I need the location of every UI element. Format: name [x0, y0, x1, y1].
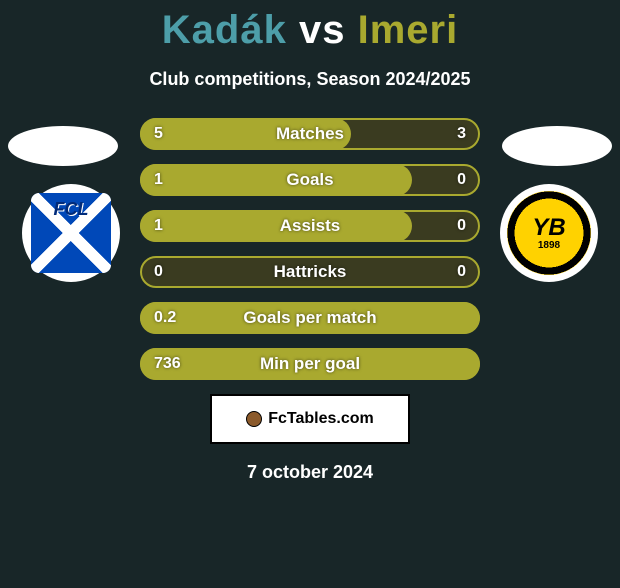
stat-label: Goals per match	[140, 302, 480, 334]
title: Kadák vs Imeri	[0, 8, 620, 53]
stat-row: 0.2Goals per match	[140, 302, 480, 334]
stat-row: 00Hattricks	[140, 256, 480, 288]
date-text: 7 october 2024	[0, 462, 620, 483]
ball-icon	[246, 411, 262, 427]
stat-label: Matches	[140, 118, 480, 150]
player-1-name: Kadák	[162, 8, 287, 52]
stat-row: 53Matches	[140, 118, 480, 150]
fctables-text: FcTables.com	[268, 410, 374, 428]
vs-text: vs	[299, 8, 346, 52]
stat-row: 10Goals	[140, 164, 480, 196]
stat-row: 736Min per goal	[140, 348, 480, 380]
stat-row: 10Assists	[140, 210, 480, 242]
stat-label: Min per goal	[140, 348, 480, 380]
stat-label: Hattricks	[140, 256, 480, 288]
fctables-watermark: FcTables.com	[210, 394, 410, 444]
subtitle: Club competitions, Season 2024/2025	[0, 69, 620, 90]
stat-label: Goals	[140, 164, 480, 196]
player-2-name: Imeri	[358, 8, 459, 52]
stat-label: Assists	[140, 210, 480, 242]
stats-container: 53Matches 10Goals 10Assists 00Hattricks 0.2G…	[0, 118, 620, 380]
